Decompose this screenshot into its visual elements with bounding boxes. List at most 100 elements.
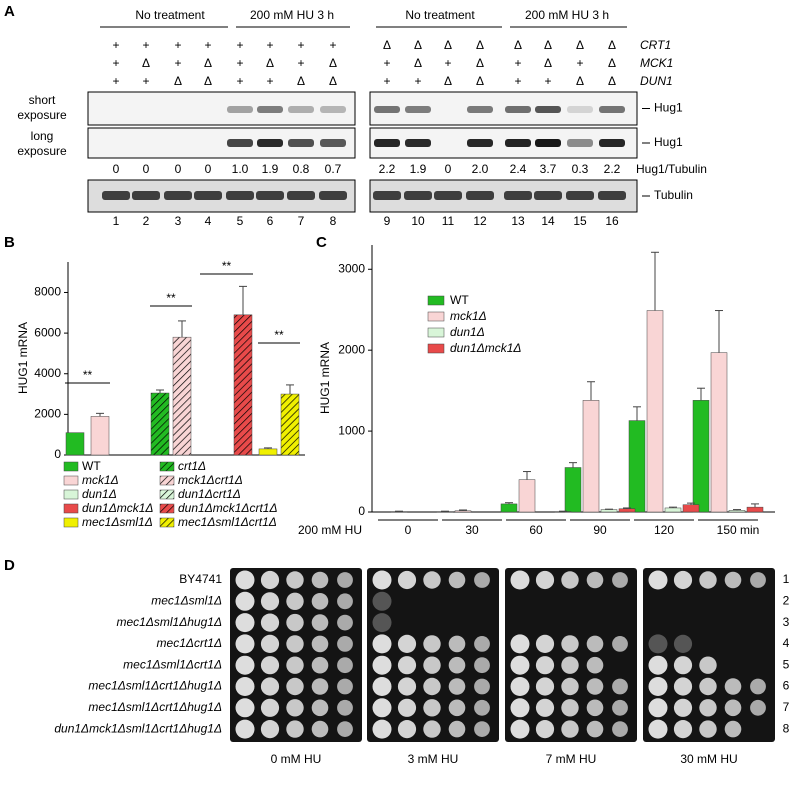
spot	[699, 699, 717, 717]
ratio: 0	[205, 162, 212, 176]
genotype: +	[266, 74, 273, 88]
band	[505, 139, 531, 147]
band	[505, 106, 531, 113]
spot	[448, 720, 466, 738]
genotype: Δ	[444, 38, 452, 52]
spot	[724, 699, 742, 717]
bar	[600, 509, 618, 513]
genotype: Δ	[204, 56, 212, 70]
spot	[286, 656, 304, 674]
spot	[286, 720, 304, 738]
band	[467, 139, 493, 147]
band	[405, 139, 431, 147]
bar	[728, 510, 746, 513]
sig-label: **	[166, 291, 176, 305]
spot	[235, 613, 255, 633]
spot	[372, 591, 392, 611]
band	[288, 139, 314, 147]
y-tick-label: 2000	[34, 407, 61, 421]
genotype: +	[142, 74, 149, 88]
spot	[423, 571, 441, 589]
band-label: Hug1	[654, 101, 683, 115]
spot	[612, 721, 628, 737]
ratio: 0	[143, 162, 150, 176]
legend-swatch	[427, 343, 445, 354]
genotype: Δ	[297, 74, 305, 88]
spot	[235, 698, 255, 718]
row-number: 7	[783, 700, 790, 714]
spot	[235, 570, 255, 590]
genotype: +	[383, 74, 390, 88]
band	[566, 191, 594, 200]
band	[504, 191, 532, 200]
spot	[260, 613, 280, 632]
ratio: 2.0	[472, 162, 489, 176]
spot	[448, 656, 466, 674]
ratio: 2.2	[379, 162, 396, 176]
spot	[586, 720, 604, 738]
spot	[372, 613, 392, 633]
row-number: 5	[783, 657, 790, 671]
band	[226, 191, 254, 200]
blot-frame	[87, 91, 356, 126]
x-tick-label: 0	[405, 523, 412, 537]
lane-number: 4	[205, 214, 212, 228]
ratio: 3.7	[540, 162, 557, 176]
spot	[648, 677, 668, 696]
band	[404, 191, 432, 200]
spot	[397, 634, 417, 654]
spot	[535, 677, 555, 696]
spot	[648, 634, 668, 654]
spot	[510, 677, 530, 696]
bar	[258, 448, 278, 456]
band	[287, 191, 315, 200]
genotype: +	[297, 56, 304, 70]
legend-label: mec1Δsml1Δcrt1Δ	[178, 515, 277, 529]
x-tick-label: 90	[593, 523, 607, 537]
panel-label: B	[4, 234, 15, 251]
spot	[337, 678, 353, 695]
condition-label: 3 mM HU	[408, 752, 459, 766]
lane-number: 7	[298, 214, 305, 228]
spot	[260, 634, 280, 654]
lane-number: 14	[541, 214, 555, 228]
lane-number: 12	[473, 214, 487, 228]
band	[194, 191, 222, 200]
band	[319, 191, 347, 200]
band	[373, 191, 401, 200]
row-number: 6	[783, 679, 790, 693]
legend-swatch	[427, 327, 445, 338]
spot	[612, 572, 628, 588]
genotype: Δ	[266, 56, 274, 70]
legend-swatch	[63, 517, 79, 528]
genotype: Δ	[476, 74, 484, 88]
legend-swatch	[63, 461, 79, 472]
spot	[448, 678, 466, 695]
genotype: Δ	[142, 56, 150, 70]
spot	[311, 614, 329, 631]
spot	[561, 656, 579, 674]
genotype: +	[576, 56, 583, 70]
band	[534, 191, 562, 200]
genotype: +	[112, 56, 119, 70]
genotype: Δ	[608, 74, 616, 88]
blot-frame	[369, 91, 638, 126]
spot	[699, 656, 717, 674]
legend-swatch	[159, 503, 175, 514]
genotype: +	[236, 38, 243, 52]
spot	[235, 591, 255, 611]
genotype: Δ	[476, 56, 484, 70]
band	[102, 191, 130, 200]
band	[567, 106, 593, 113]
legend-label: dun1Δcrt1Δ	[178, 487, 241, 501]
band	[288, 106, 314, 113]
sig-label: **	[222, 259, 232, 273]
legend-swatch	[159, 489, 175, 500]
spot	[586, 699, 604, 717]
bar	[682, 504, 700, 513]
y-axis-label: HUG1 mRNA	[318, 342, 332, 414]
spot	[474, 678, 490, 695]
legend-swatch	[63, 503, 79, 514]
spot	[535, 720, 555, 739]
